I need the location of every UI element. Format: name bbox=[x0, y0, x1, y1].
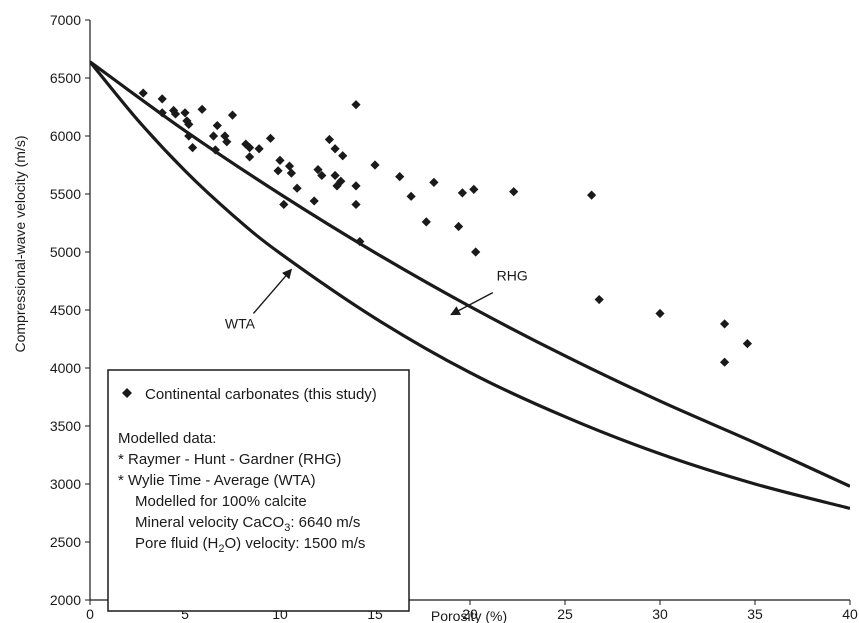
plot-area: 0 5 10 15 20 25 30 35 40200025003000350040004500… bbox=[50, 12, 858, 622]
data-point-diamond bbox=[157, 108, 167, 118]
data-point-diamond bbox=[421, 217, 431, 227]
data-point-diamond bbox=[273, 166, 283, 176]
data-point-diamond bbox=[279, 199, 289, 210]
data-point-diamond bbox=[429, 177, 439, 187]
data-point-diamond bbox=[355, 236, 365, 247]
data-point-diamond bbox=[275, 155, 285, 165]
wta-annotation-label: WTA bbox=[225, 316, 256, 332]
data-point-diamond bbox=[336, 176, 346, 186]
y-tick-label: 4500 bbox=[50, 302, 81, 318]
x-axis-title: Porosity (%) bbox=[431, 608, 507, 623]
x-tick-label: 35 bbox=[747, 606, 763, 622]
data-point-diamond bbox=[469, 184, 479, 194]
data-point-diamond bbox=[330, 144, 340, 154]
data-point-diamond bbox=[212, 120, 222, 131]
data-point-diamond bbox=[457, 188, 467, 198]
data-point-diamond bbox=[720, 357, 730, 367]
data-point-diamond bbox=[208, 131, 219, 141]
data-point-diamond bbox=[157, 94, 167, 104]
data-point-diamond bbox=[330, 170, 340, 181]
rhg-annotation-label: RHG bbox=[497, 267, 528, 283]
legend-frame bbox=[107, 369, 410, 612]
data-point-diamond bbox=[254, 144, 264, 154]
data-point-diamond bbox=[222, 137, 232, 147]
legend-note-wta: * Wylie Time - Average (WTA) bbox=[118, 472, 316, 489]
y-tick-label: 2500 bbox=[50, 534, 81, 550]
data-point-diamond bbox=[180, 108, 190, 118]
data-point-diamond bbox=[284, 161, 295, 171]
data-point-diamond bbox=[454, 221, 464, 232]
x-tick-label: 0 bbox=[86, 606, 94, 622]
data-point-diamond bbox=[370, 160, 380, 170]
data-point-diamond bbox=[509, 187, 519, 197]
rhg-annotation-arrow bbox=[450, 291, 494, 316]
data-point-diamond bbox=[286, 168, 296, 178]
data-point-diamond bbox=[227, 110, 238, 120]
data-point-diamond bbox=[188, 143, 198, 153]
y-tick-label: 5500 bbox=[50, 186, 81, 202]
legend-entry: Continental carbonates (this study) bbox=[145, 386, 377, 403]
data-point-diamond bbox=[313, 165, 323, 175]
legend-note-fluid-velocity: Pore fluid (H2O) velocity: 1500 m/s bbox=[135, 535, 365, 555]
y-tick-label: 7000 bbox=[50, 12, 81, 28]
data-point-diamond bbox=[184, 119, 194, 129]
y-tick-label: 6500 bbox=[50, 70, 81, 86]
data-point-diamond bbox=[395, 172, 405, 182]
data-point-diamond bbox=[245, 143, 255, 153]
data-point-diamond bbox=[170, 109, 181, 119]
data-point-diamond bbox=[292, 183, 302, 193]
data-point-diamond bbox=[265, 133, 276, 143]
y-tick-label: 6000 bbox=[50, 128, 81, 144]
wta-annotation-arrow bbox=[252, 268, 293, 314]
x-tick-label: 20 bbox=[462, 606, 478, 622]
x-tick-label: 25 bbox=[557, 606, 573, 622]
data-point-diamond bbox=[655, 308, 665, 319]
data-point-diamond bbox=[720, 319, 730, 329]
data-point-diamond bbox=[138, 88, 148, 98]
y-axis-title: Compressional-wave velocity (m/s) bbox=[12, 135, 28, 352]
data-point-diamond bbox=[351, 181, 361, 191]
y-tick-label: 3000 bbox=[50, 476, 81, 492]
legend-box: Continental carbonates (this study) Mode… bbox=[107, 369, 410, 612]
data-point-diamond bbox=[184, 131, 194, 141]
data-point-diamond bbox=[245, 152, 255, 162]
wta-curve bbox=[90, 60, 850, 510]
y-tick-label: 3500 bbox=[50, 418, 81, 434]
data-point-diamond bbox=[210, 145, 220, 155]
data-point-diamond bbox=[338, 151, 348, 161]
data-point-diamond bbox=[351, 199, 361, 210]
data-point-diamond bbox=[324, 134, 334, 145]
x-tick-label: 30 bbox=[652, 606, 668, 622]
data-point-diamond bbox=[742, 339, 752, 349]
data-point-diamond bbox=[587, 190, 597, 200]
legend-note-rhg: * Raymer - Hunt - Gardner (RHG) bbox=[118, 451, 341, 468]
data-point-diamond bbox=[406, 191, 416, 201]
data-point-diamond bbox=[471, 247, 481, 257]
legend-note-mineral-velocity: Mineral velocity CaCO3: 6640 m/s bbox=[135, 514, 360, 534]
x-tick-label: 40 bbox=[842, 606, 858, 622]
data-point-diamond bbox=[309, 196, 319, 206]
legend-note-modelled: Modelled data: bbox=[118, 430, 216, 447]
data-point-diamond bbox=[317, 170, 327, 181]
data-point-diamond bbox=[594, 294, 604, 305]
legend-diamond-marker bbox=[122, 388, 132, 398]
data-point-diamond bbox=[351, 100, 361, 110]
x-tick-label: 5 bbox=[181, 606, 189, 622]
y-tick-label: 5000 bbox=[50, 244, 81, 260]
data-point-diamond bbox=[182, 116, 192, 126]
data-point-diamond bbox=[197, 104, 207, 114]
legend-note-calcite: Modelled for 100% calcite bbox=[135, 493, 307, 510]
y-tick-label: 2000 bbox=[50, 592, 81, 608]
y-tick-label: 4000 bbox=[50, 360, 81, 376]
